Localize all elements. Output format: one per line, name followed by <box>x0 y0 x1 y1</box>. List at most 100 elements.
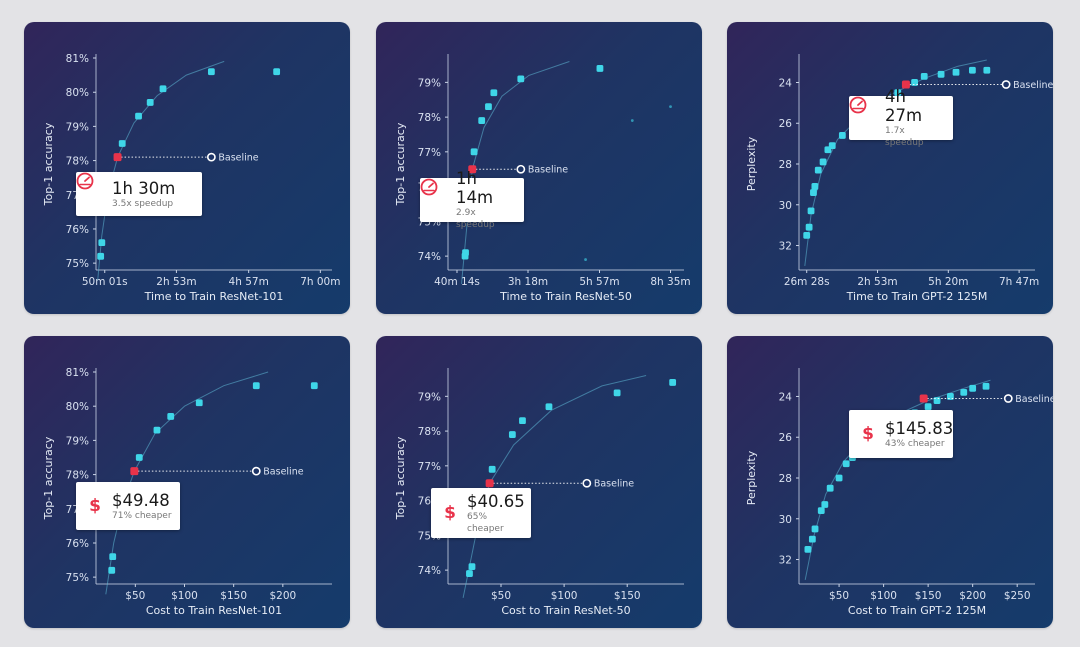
chart-panel-resnet50-cost: 74% 75% 76% 77% 78% 79% $50 $100 $150 Cost to Tra… <box>376 336 702 628</box>
baseline-label: Baseline <box>594 479 634 490</box>
data-point <box>821 501 829 508</box>
data-point <box>135 112 142 120</box>
data-point <box>488 465 496 473</box>
highlight-point <box>468 165 477 174</box>
y-tick-label: 79% <box>418 77 441 89</box>
y-tick-label: 76% <box>66 224 89 236</box>
y-tick-label: 75% <box>66 572 89 584</box>
highlight-point <box>130 467 139 476</box>
data-point <box>968 66 976 74</box>
data-point <box>669 379 677 386</box>
x-axis-title: Time to Train ResNet-101 <box>144 290 284 303</box>
data-point <box>109 553 117 561</box>
y-tick-label: 24 <box>779 391 793 403</box>
data-point <box>804 545 812 553</box>
x-tick-label: $150 <box>614 590 641 602</box>
data-point <box>969 384 977 392</box>
data-point <box>490 89 498 97</box>
y-tick-label: 81% <box>66 367 89 379</box>
y-tick-label: 80% <box>66 87 89 99</box>
data-point <box>159 85 167 93</box>
y-tick-label: 26 <box>779 118 793 130</box>
data-point <box>462 249 469 257</box>
data-point <box>252 382 260 390</box>
data-point <box>478 117 486 124</box>
data-point <box>814 166 822 174</box>
callout-value: $145.83 <box>885 418 954 438</box>
x-axis-title: Cost to Train ResNet-101 <box>146 604 282 617</box>
y-tick-label: 32 <box>779 555 792 567</box>
callout-value: $40.65 <box>467 491 525 511</box>
data-point <box>982 382 990 390</box>
x-tick-label: 40m 14s <box>434 276 480 288</box>
data-point <box>519 417 526 425</box>
x-tick-label: $100 <box>551 590 578 602</box>
data-point <box>983 66 991 74</box>
x-tick-label: 26m 28s <box>784 276 830 288</box>
baseline-label: Baseline <box>1013 80 1053 91</box>
baseline-label: Baseline <box>263 467 303 478</box>
data-point <box>911 79 918 86</box>
data-point <box>545 403 553 411</box>
baseline-label: Baseline <box>1015 394 1053 405</box>
callout-sub: 43% cheaper <box>885 438 945 449</box>
x-tick-label: $100 <box>171 590 198 602</box>
speedometer-icon <box>420 178 450 211</box>
data-point <box>468 563 476 571</box>
data-point <box>97 252 105 260</box>
data-point <box>810 189 817 196</box>
x-axis-title: Time to Train ResNet-50 <box>499 290 632 303</box>
data-point <box>937 70 945 78</box>
data-point <box>842 460 850 468</box>
y-tick-label: 75% <box>66 258 89 270</box>
y-tick-label: 79% <box>418 391 441 403</box>
data-point <box>195 399 203 407</box>
data-point <box>811 183 819 190</box>
data-point <box>613 389 621 397</box>
data-point <box>805 223 813 231</box>
data-point <box>273 68 281 76</box>
y-tick-label: 28 <box>779 473 792 485</box>
data-point <box>108 566 116 574</box>
x-axis-title: Cost to Train GPT-2 125M <box>848 604 986 617</box>
baseline-marker <box>516 164 526 174</box>
baseline-marker <box>1001 80 1011 89</box>
callout-sub: 3.5x speedup <box>112 198 174 209</box>
y-tick-label: 30 <box>779 200 792 212</box>
data-point <box>920 72 928 80</box>
fit-curve <box>105 371 269 595</box>
speedometer-icon <box>76 172 106 205</box>
callout-value: $49.48 <box>112 490 170 510</box>
y-tick-label: 80% <box>66 401 89 413</box>
fit-curve <box>97 60 225 281</box>
chart-panel-resnet101-cost: 75%76%77%78%79%80%81%$50$100$150$200Cost… <box>24 336 350 628</box>
y-axis-title: Top-1 accuracy <box>394 436 407 520</box>
data-point <box>819 158 827 166</box>
data-point <box>803 231 811 239</box>
callout-value: 1h 30m <box>112 178 176 198</box>
data-point <box>98 239 106 247</box>
y-tick-label: 78% <box>66 156 89 168</box>
dollar-icon: $ <box>862 424 874 444</box>
x-tick-label: 2h 53m <box>857 276 897 288</box>
data-point <box>517 75 525 83</box>
data-point <box>894 89 902 97</box>
data-point <box>485 103 492 111</box>
callout-value: 4h 27m <box>885 87 923 125</box>
x-tick-label: $50 <box>125 590 145 602</box>
data-point <box>596 65 604 72</box>
y-tick-label: 30 <box>779 514 792 526</box>
data-point <box>924 403 932 411</box>
baseline-label: Baseline <box>528 165 568 176</box>
dollar-icon: $ <box>89 496 101 516</box>
faint-data-point <box>630 119 634 122</box>
y-axis-title: Perplexity <box>745 450 758 505</box>
chart-svg: 75%76%77%78%79%80%81%$50$100$150$200Cost… <box>42 367 332 617</box>
data-point <box>207 68 215 76</box>
callout-sub: 71% cheaper <box>112 510 172 521</box>
data-point <box>811 525 819 533</box>
